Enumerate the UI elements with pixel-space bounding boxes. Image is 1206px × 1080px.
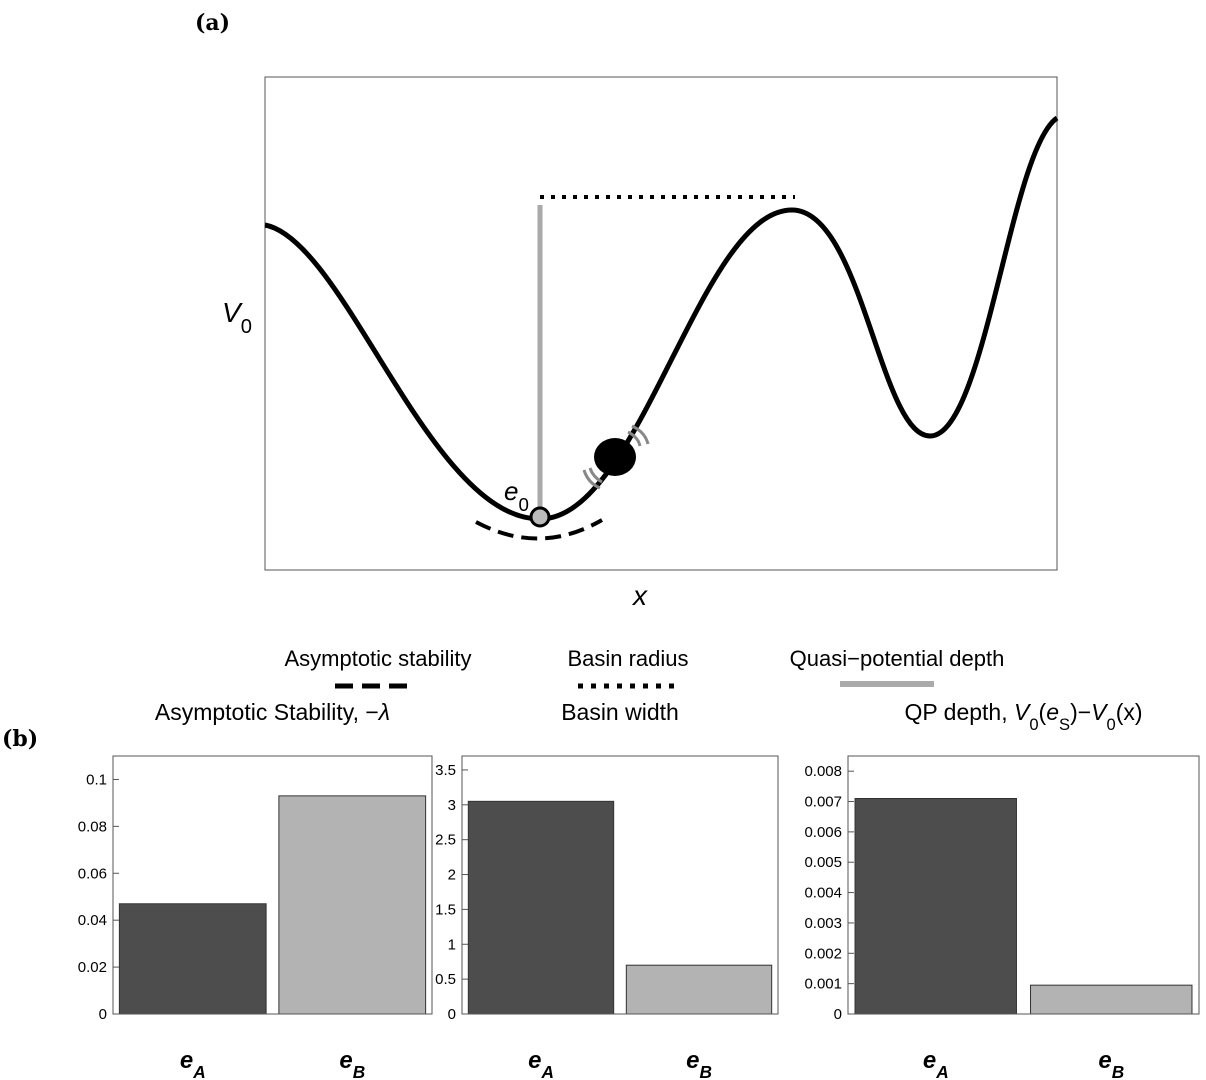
text-run: V — [222, 297, 243, 328]
y-tick-label: 0.08 — [78, 818, 107, 835]
text-run: B — [1112, 1062, 1124, 1080]
x-tick-label: eB — [339, 1047, 365, 1080]
y-tick-label: 0 — [99, 1006, 107, 1023]
y-tick-label: 0.008 — [804, 763, 842, 780]
text-run: V — [1014, 699, 1032, 725]
text-run: A — [935, 1062, 948, 1080]
x-tick-label: eB — [686, 1047, 712, 1080]
equilibrium-point — [529, 506, 551, 528]
text-run: e — [504, 476, 518, 506]
text-run: Asymptotic Stability, − — [155, 699, 379, 725]
text-run: e — [686, 1047, 699, 1074]
bar — [1030, 984, 1193, 1015]
y-tick-label: 0.06 — [78, 865, 107, 882]
x-tick-label: eA — [528, 1047, 554, 1080]
y-tick-label: 0.04 — [78, 912, 107, 929]
y-tick-label: 0.001 — [804, 976, 842, 993]
x-tick-label: eA — [180, 1047, 206, 1080]
ball — [594, 438, 636, 476]
potential-curve — [264, 115, 1059, 522]
y-tick-label: 3.5 — [435, 762, 456, 779]
text-run: V — [1091, 699, 1109, 725]
text-run: e — [339, 1047, 352, 1074]
panel-frame — [264, 76, 1058, 571]
bar — [854, 797, 1017, 1015]
panel-label: (b) — [2, 726, 38, 752]
y-tick-label: 0.002 — [804, 945, 842, 962]
text-run: λ — [377, 699, 390, 725]
text-run: Basin width — [561, 699, 679, 725]
text-run: ( — [1039, 699, 1047, 725]
y-tick-label: 0.006 — [804, 824, 842, 841]
plot-frame — [461, 755, 779, 1015]
legend-label: Basin radius — [567, 646, 688, 671]
y-tick-label: 0 — [448, 1006, 456, 1023]
text-run: (x) — [1116, 699, 1143, 725]
y-tick-label: 0.1 — [86, 771, 107, 788]
text-run: e — [528, 1047, 541, 1074]
y-tick-label: 3 — [448, 797, 456, 814]
chart-title: QP depth, V0(eS)−V0(x) — [904, 699, 1142, 734]
text-run: 0 — [1107, 715, 1116, 734]
stability-arc — [475, 518, 604, 541]
text-run: QP depth, — [904, 699, 1014, 725]
bar — [625, 964, 773, 1015]
y-tick-label: 1.5 — [435, 901, 456, 918]
point-label: e0 — [504, 476, 529, 515]
y-tick-label: 0.02 — [78, 959, 107, 976]
motion-arc — [582, 467, 603, 490]
text-run: B — [699, 1062, 711, 1080]
x-tick-label: eB — [1098, 1047, 1124, 1080]
bar — [467, 800, 615, 1015]
text-run: B — [353, 1062, 365, 1080]
y-tick-label: 2 — [448, 867, 456, 884]
text-run: e — [180, 1047, 193, 1074]
chart-title: Asymptotic Stability, −λ — [155, 699, 390, 725]
y-tick-label: 0.004 — [804, 885, 842, 902]
x-axis-label: x — [631, 580, 648, 611]
plot-frame — [112, 755, 433, 1015]
plot-frame — [847, 755, 1200, 1015]
text-run: 0 — [1029, 715, 1038, 734]
motion-arc — [627, 424, 650, 447]
text-run: 0 — [241, 316, 252, 338]
bar — [118, 903, 267, 1015]
text-run: e — [1046, 699, 1059, 725]
text-run: A — [192, 1062, 205, 1080]
text-run: S — [1059, 715, 1070, 734]
text-run: A — [540, 1062, 553, 1080]
text-run: e — [1098, 1047, 1111, 1074]
y-tick-label: 0.007 — [804, 794, 842, 811]
y-tick-label: 0.5 — [435, 971, 456, 988]
y-tick-label: 0.005 — [804, 854, 842, 871]
y-tick-label: 0 — [834, 1006, 842, 1023]
text-run: e — [923, 1047, 936, 1074]
text-run: 0 — [518, 494, 528, 515]
legend-label: Quasi−potential depth — [790, 646, 1005, 671]
text-run: )− — [1070, 699, 1091, 725]
y-tick-label: 0.003 — [804, 915, 842, 932]
y-tick-label: 2.5 — [435, 832, 456, 849]
chart-title: Basin width — [561, 699, 679, 725]
y-axis-label: V0 — [222, 297, 252, 338]
legend-label: Asymptotic stability — [284, 646, 471, 671]
bar — [278, 795, 427, 1015]
panel-label: (a) — [195, 10, 230, 36]
x-tick-label: eA — [923, 1047, 949, 1080]
y-tick-label: 1 — [448, 936, 456, 953]
